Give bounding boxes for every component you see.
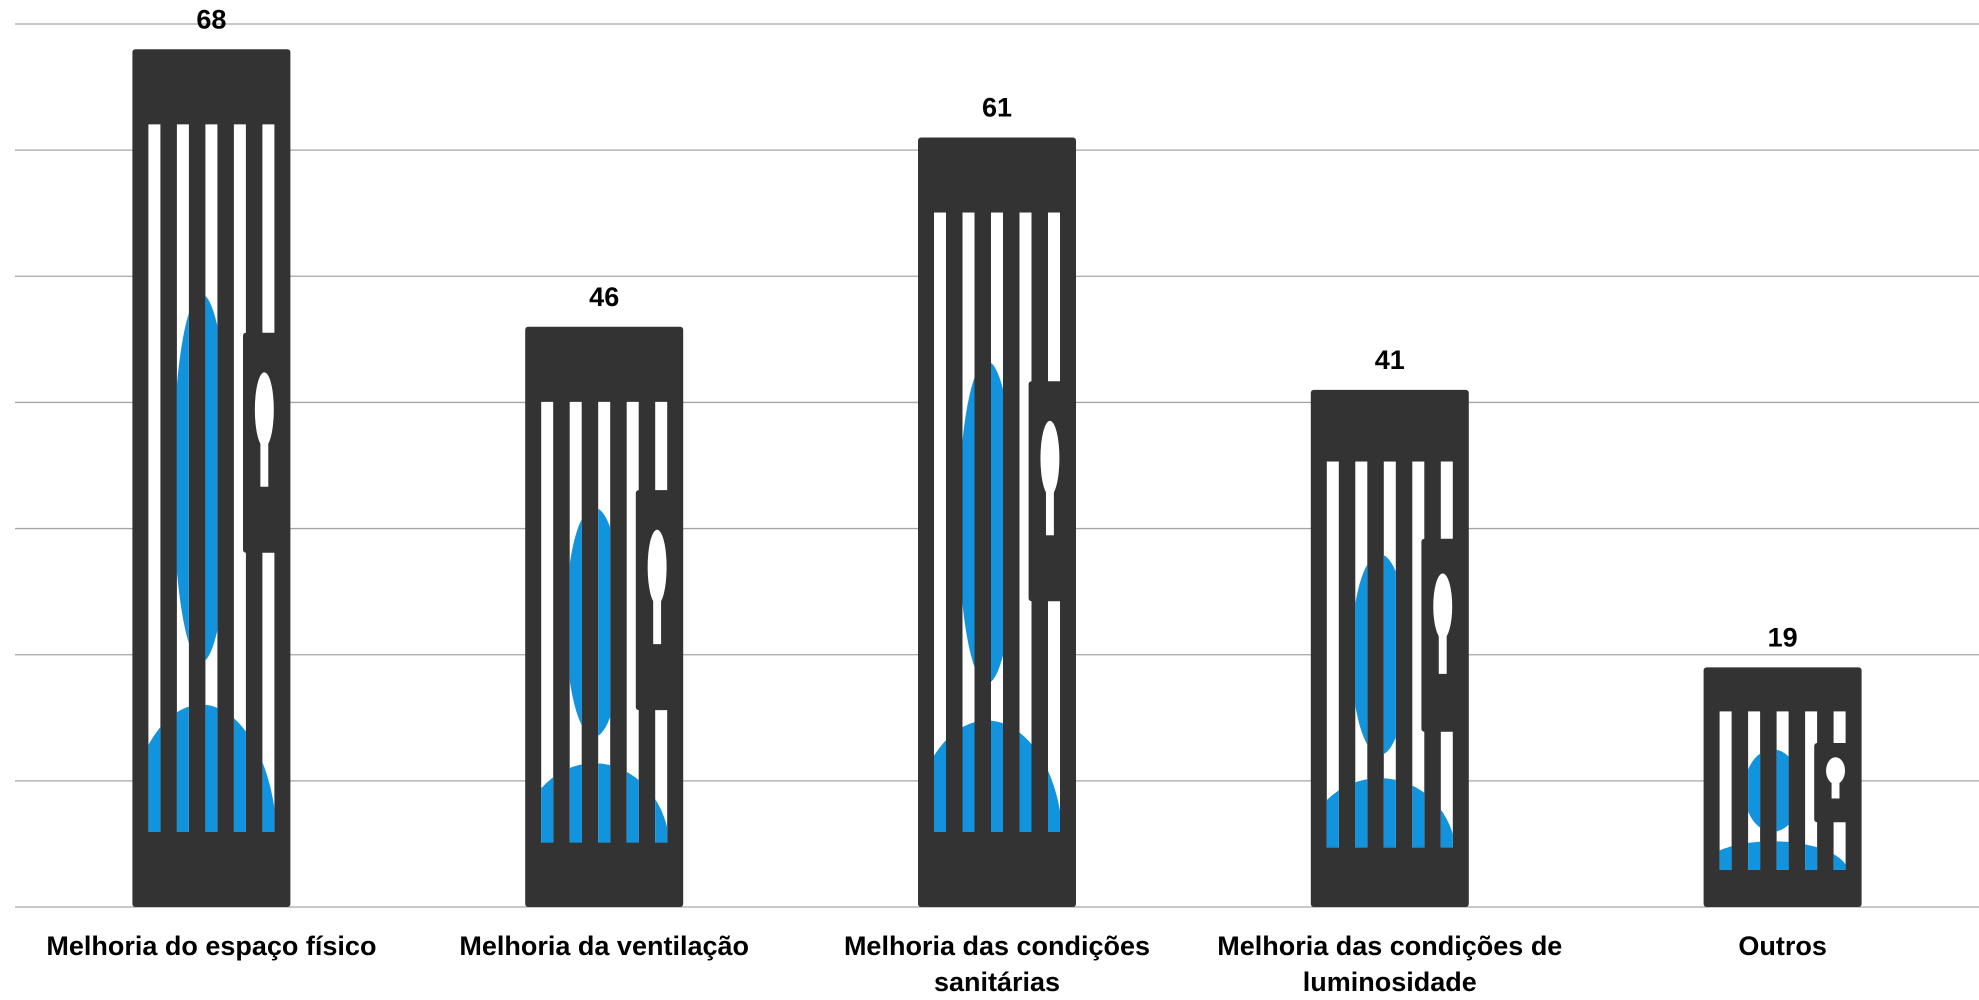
keyhole-slot — [260, 420, 269, 487]
value-label: 19 — [1768, 622, 1798, 652]
value-label: 41 — [1375, 345, 1405, 375]
keyhole — [1040, 420, 1060, 496]
x-tick-label: Outros — [1738, 931, 1827, 961]
keyhole-slot — [1831, 774, 1840, 799]
keyhole-slot — [1045, 469, 1054, 536]
x-tick-label: Melhoria das condições de luminosidade — [1217, 931, 1563, 997]
x-tick-label: Melhoria do espaço físico — [46, 931, 377, 961]
x-tick-label: Melhoria da ventilação — [459, 931, 749, 961]
keyhole — [254, 372, 274, 448]
value-label: 46 — [589, 282, 619, 312]
keyhole — [1826, 757, 1846, 785]
value-label: 61 — [982, 93, 1012, 123]
value-label: 68 — [196, 4, 226, 34]
x-tick-label: Melhoria das condições sanitárias — [843, 931, 1151, 997]
keyhole — [1433, 573, 1453, 640]
keyhole-slot — [653, 578, 662, 645]
keyhole-slot — [1438, 615, 1447, 674]
keyhole — [647, 529, 667, 605]
